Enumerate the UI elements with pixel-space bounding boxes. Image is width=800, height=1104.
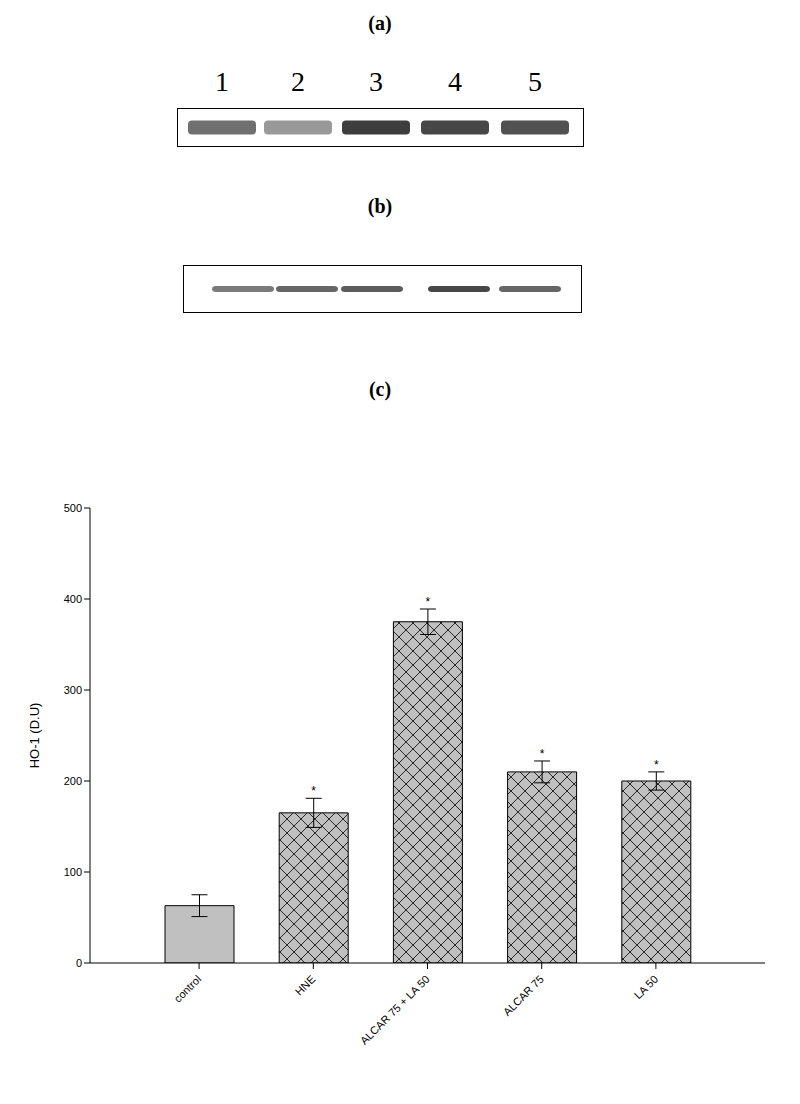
svg-text:300: 300 [64,684,82,696]
svg-text:0: 0 [76,957,82,969]
svg-text:*: * [426,595,431,609]
svg-text:ALCAR 75 + LA 50: ALCAR 75 + LA 50 [358,973,432,1047]
svg-text:HNE: HNE [293,973,318,998]
html-text:4: 4 [448,66,462,97]
svg-text:HO-1 (D.U): HO-1 (D.U) [27,703,42,769]
svg-text:*: * [654,758,659,772]
svg-text:*: * [311,784,316,798]
svg-text:100: 100 [64,866,82,878]
html-text:1: 1 [215,66,229,97]
svg-text:control: control [172,973,204,1005]
html-text:5: 5 [528,66,542,97]
html-text:(c): (c) [368,378,392,400]
html-text:3: 3 [369,66,383,97]
svg-text:400: 400 [64,593,82,605]
html-text:(a): (a) [368,12,392,34]
svg-text:200: 200 [64,775,82,787]
html-text:2: 2 [291,66,305,97]
svg-text:ALCAR 75: ALCAR 75 [501,973,546,1018]
html-text:(b): (b) [367,195,393,217]
svg-text:500: 500 [64,502,82,514]
svg-text:*: * [540,747,545,761]
svg-text:LA 50: LA 50 [632,973,660,1001]
